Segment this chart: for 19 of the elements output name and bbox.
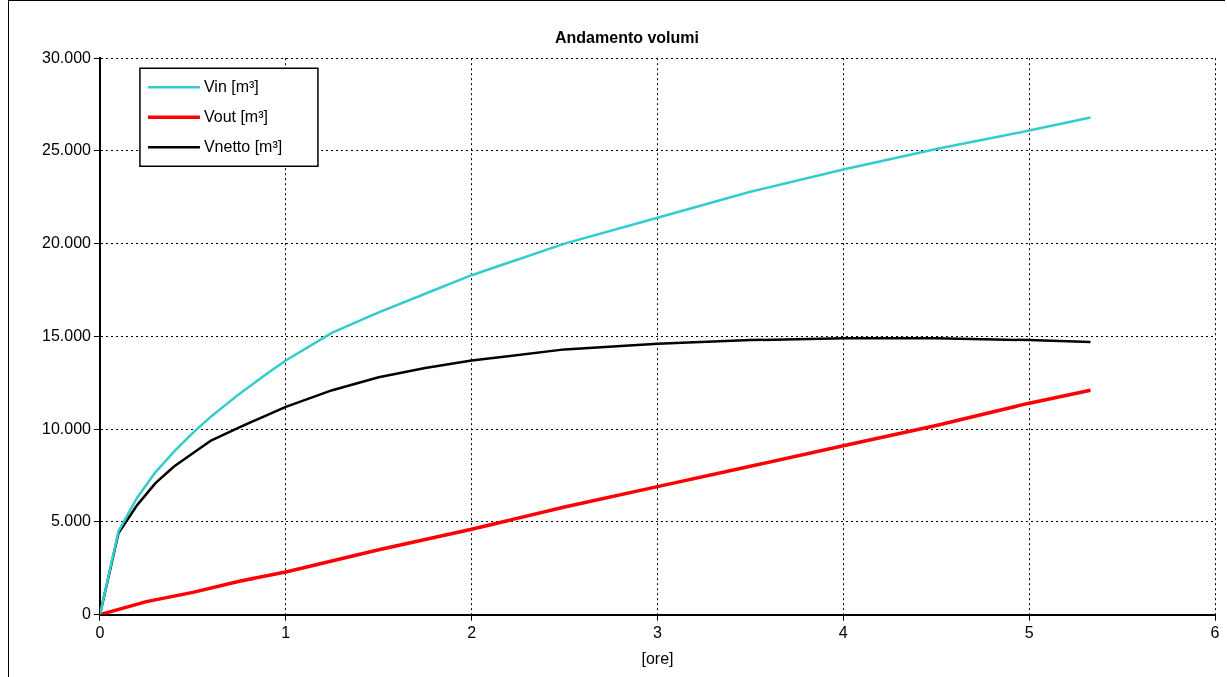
y-tick-label: 25.000 — [42, 141, 92, 159]
x-tick-label: 5 — [1024, 623, 1034, 641]
x-tick-label: 4 — [838, 623, 848, 641]
x-tick-label: 6 — [1210, 623, 1220, 641]
y-tick-label: 30.000 — [42, 48, 92, 66]
y-tick-label: 5.000 — [50, 512, 92, 530]
x-tick-label: 0 — [95, 623, 105, 641]
x-axis-title: [ore] — [641, 649, 674, 667]
y-tick-label: 0 — [82, 605, 92, 623]
chart-title: Andamento volumi — [554, 29, 700, 47]
y-tick-label: 10.000 — [42, 419, 92, 437]
legend-label: Vnetto [m³] — [203, 137, 283, 155]
legend-label: Vin [m³] — [203, 77, 259, 95]
x-tick-label: 2 — [467, 623, 477, 641]
x-tick-label: 1 — [281, 623, 291, 641]
legend-label: Vout [m³] — [203, 107, 268, 125]
y-tick-label: 15.000 — [42, 326, 92, 344]
x-tick-label: 3 — [653, 623, 663, 641]
y-tick-label: 20.000 — [42, 234, 92, 252]
